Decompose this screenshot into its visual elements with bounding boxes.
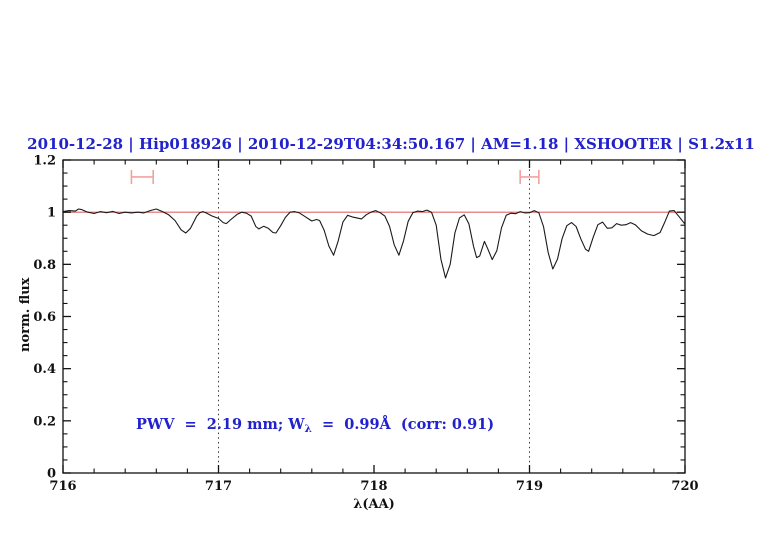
x-tick-label: 716 bbox=[49, 479, 76, 494]
pwv-annotation-part1: PWV = 2.19 mm; W bbox=[136, 416, 305, 433]
x-tick-label: 718 bbox=[360, 479, 387, 494]
x-tick-label: 720 bbox=[671, 479, 698, 494]
spectrum-line bbox=[62, 208, 686, 279]
y-axis-title: norm. flux bbox=[18, 277, 33, 352]
y-tick-label: 1.2 bbox=[33, 154, 56, 169]
x-tick-label: 719 bbox=[516, 479, 543, 494]
pwv-annotation-part2: = 0.99Å (corr: 0.91) bbox=[311, 416, 495, 433]
x-axis-title: λ(AA) bbox=[353, 497, 395, 512]
x-tick-label: 717 bbox=[205, 479, 232, 494]
y-tick-label: 0.8 bbox=[33, 258, 56, 273]
pwv-annotation: PWV = 2.19 mm; Wλ = 0.99Å (corr: 0.91) bbox=[136, 416, 494, 435]
y-tick-label: 0 bbox=[47, 467, 56, 482]
y-tick-label: 0.6 bbox=[33, 310, 56, 325]
y-tick-label: 0.2 bbox=[33, 414, 56, 429]
plot-title: 2010-12-28 | Hip018926 | 2010-12-29T04:3… bbox=[27, 135, 755, 153]
y-tick-label: 0.4 bbox=[33, 362, 56, 377]
lambda-subscript: λ bbox=[304, 423, 312, 435]
y-tick-label: 1 bbox=[47, 206, 56, 221]
